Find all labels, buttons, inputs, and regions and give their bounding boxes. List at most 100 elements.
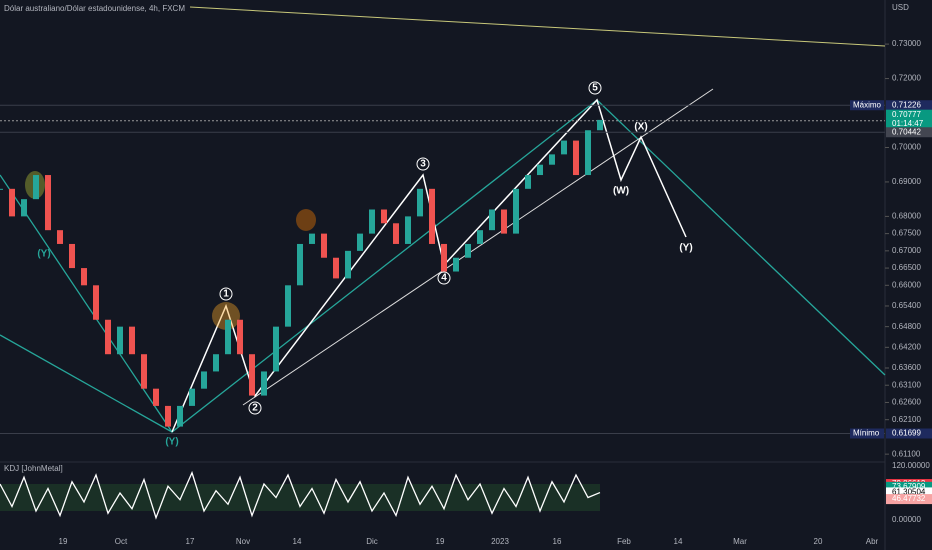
tag-name: Mínimo [853, 429, 880, 438]
candle [537, 164, 543, 176]
wave-circle [437, 271, 451, 285]
price-tick-label: 0.62100 [892, 415, 921, 424]
wave-circle [219, 287, 233, 301]
highlight [296, 209, 316, 231]
candle [201, 371, 207, 389]
price-tick-label: 0.65400 [892, 301, 921, 310]
candle [0, 188, 3, 190]
candle [45, 175, 51, 231]
trend-line [189, 6, 886, 47]
candle [153, 388, 159, 406]
time-label: 20 [814, 537, 823, 546]
symbol-title: Dólar australiano/Dólar estadounidense, … [4, 4, 185, 13]
candle [189, 388, 195, 406]
candle [333, 257, 339, 279]
time-label: 16 [553, 537, 562, 546]
candle [321, 233, 327, 258]
candle [513, 188, 519, 234]
price-tag: 0.70442 [892, 127, 921, 136]
channel-line [0, 99, 886, 433]
candle [225, 319, 231, 355]
time-label: Oct [115, 537, 128, 546]
price-tick-label: 0.70000 [892, 143, 921, 152]
kdj-tick-label: 120.00000 [892, 461, 930, 470]
tag-box [850, 428, 884, 439]
wave-label: 4 [441, 273, 447, 284]
tag-box [886, 100, 932, 111]
price-tick-label: 0.64200 [892, 342, 921, 351]
kdj-tick-label: 0.00000 [892, 515, 921, 524]
channel-line [0, 334, 173, 433]
price-tick-label: 0.66500 [892, 263, 921, 272]
price-tag: 0.61699 [892, 429, 921, 438]
wave-label: (Y) [165, 437, 178, 448]
kdj-line [0, 470, 601, 520]
tag-box [886, 487, 932, 498]
candle [573, 140, 579, 176]
price-tick-label: 0.63100 [892, 380, 921, 389]
wave-label: (Y) [37, 249, 50, 260]
candle [489, 209, 495, 231]
candle [357, 233, 363, 251]
candle [33, 175, 39, 200]
wave-label: 5 [592, 83, 598, 94]
price-tag: 0.71226 [892, 100, 921, 109]
tag-box [886, 428, 932, 439]
candle [501, 209, 507, 234]
time-label: Feb [617, 537, 631, 546]
candle [369, 209, 375, 234]
wave-label: (W) [613, 186, 629, 197]
candle [129, 326, 135, 355]
price-tick-label: 0.66000 [892, 280, 921, 289]
wave-circle [588, 81, 602, 95]
candle [249, 354, 255, 396]
time-label: 2023 [491, 537, 509, 546]
tag-box [886, 494, 932, 505]
price-tick-label: 0.64800 [892, 322, 921, 331]
candle [177, 405, 183, 427]
candle [237, 319, 243, 355]
candle [117, 326, 123, 355]
price-tick-label: 0.62600 [892, 398, 921, 407]
candle [465, 243, 471, 258]
wave-label: 3 [420, 159, 426, 170]
tag-box [850, 100, 884, 111]
candle [345, 250, 351, 279]
candle [57, 230, 63, 244]
trend-line [242, 88, 714, 406]
candle [9, 188, 15, 217]
candle [165, 405, 171, 427]
tag-box [886, 481, 932, 492]
candle [585, 130, 591, 176]
price-tick-label: 0.73000 [892, 39, 921, 48]
candle [597, 119, 603, 131]
candle [141, 354, 147, 389]
candle [81, 268, 87, 286]
countdown: 01:14:47 [892, 119, 924, 128]
price-tick-label: 0.61100 [892, 449, 921, 458]
price-tag: 0.70777 [892, 110, 921, 119]
candle [429, 188, 435, 244]
candle [309, 233, 315, 244]
wave-label: (X) [634, 122, 647, 133]
time-label: 17 [186, 537, 195, 546]
candle [261, 371, 267, 396]
wave-label: 2 [252, 403, 258, 414]
candle [549, 154, 555, 165]
price-tick-label: 0.67000 [892, 246, 921, 255]
candle [417, 188, 423, 217]
price-tick-label: 0.63600 [892, 363, 921, 372]
wave-circle [416, 157, 430, 171]
wave-label: 1 [223, 289, 229, 300]
candle [477, 230, 483, 244]
price-tick-label: 0.67500 [892, 229, 921, 238]
time-label: 14 [674, 537, 683, 546]
wave-circle [248, 401, 262, 415]
candle [213, 354, 219, 372]
candle [393, 223, 399, 244]
time-label: Mar [733, 537, 747, 546]
time-label: 19 [59, 537, 68, 546]
price-tick-label: 0.72000 [892, 74, 921, 83]
